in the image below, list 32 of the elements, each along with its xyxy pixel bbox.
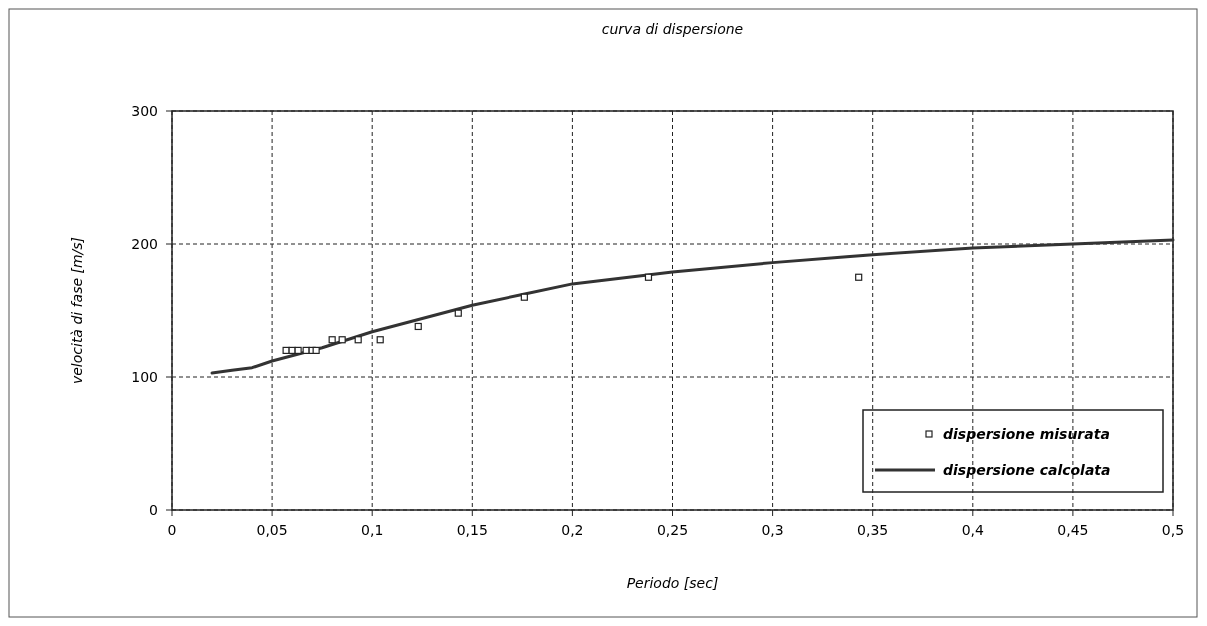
line-series	[210, 238, 1175, 375]
legend-label: dispersione misurata	[943, 426, 1110, 442]
y-axis-title: velocità di fase [m/s]	[69, 236, 85, 385]
point	[354, 336, 362, 344]
point	[312, 346, 320, 354]
point	[414, 322, 422, 331]
point	[855, 273, 863, 281]
x-tick-label: 0,05	[256, 522, 288, 538]
x-tick-label: 0,2	[561, 522, 584, 538]
y-tick-label: 100	[131, 369, 158, 385]
y-tick-label: 300	[131, 103, 158, 119]
x-tick-label: 0,45	[1057, 522, 1089, 538]
x-tick-label: 0,15	[456, 522, 488, 538]
x-tick-label: 0	[167, 522, 177, 538]
x-tick-label: 0,3	[761, 522, 784, 538]
x-tick-label: 0,35	[857, 522, 889, 538]
x-tick-label: 0,25	[656, 522, 689, 538]
point	[520, 293, 528, 301]
point	[644, 273, 653, 281]
point	[338, 336, 346, 344]
y-tick-label: 200	[131, 236, 158, 252]
point	[376, 336, 384, 344]
x-axis-title: Periodo [sec]	[626, 575, 719, 591]
legend-label: dispersione calcolata	[943, 462, 1111, 478]
point	[454, 309, 462, 317]
point	[328, 336, 336, 344]
point	[294, 346, 302, 354]
x-tick-label: 0,5	[1161, 522, 1185, 538]
y-tick-label: 0	[149, 502, 158, 518]
x-tick-label: 0,4	[961, 522, 985, 538]
x-tick-label: 0,1	[361, 522, 384, 538]
chart-title: curva di dispersione	[601, 21, 744, 37]
